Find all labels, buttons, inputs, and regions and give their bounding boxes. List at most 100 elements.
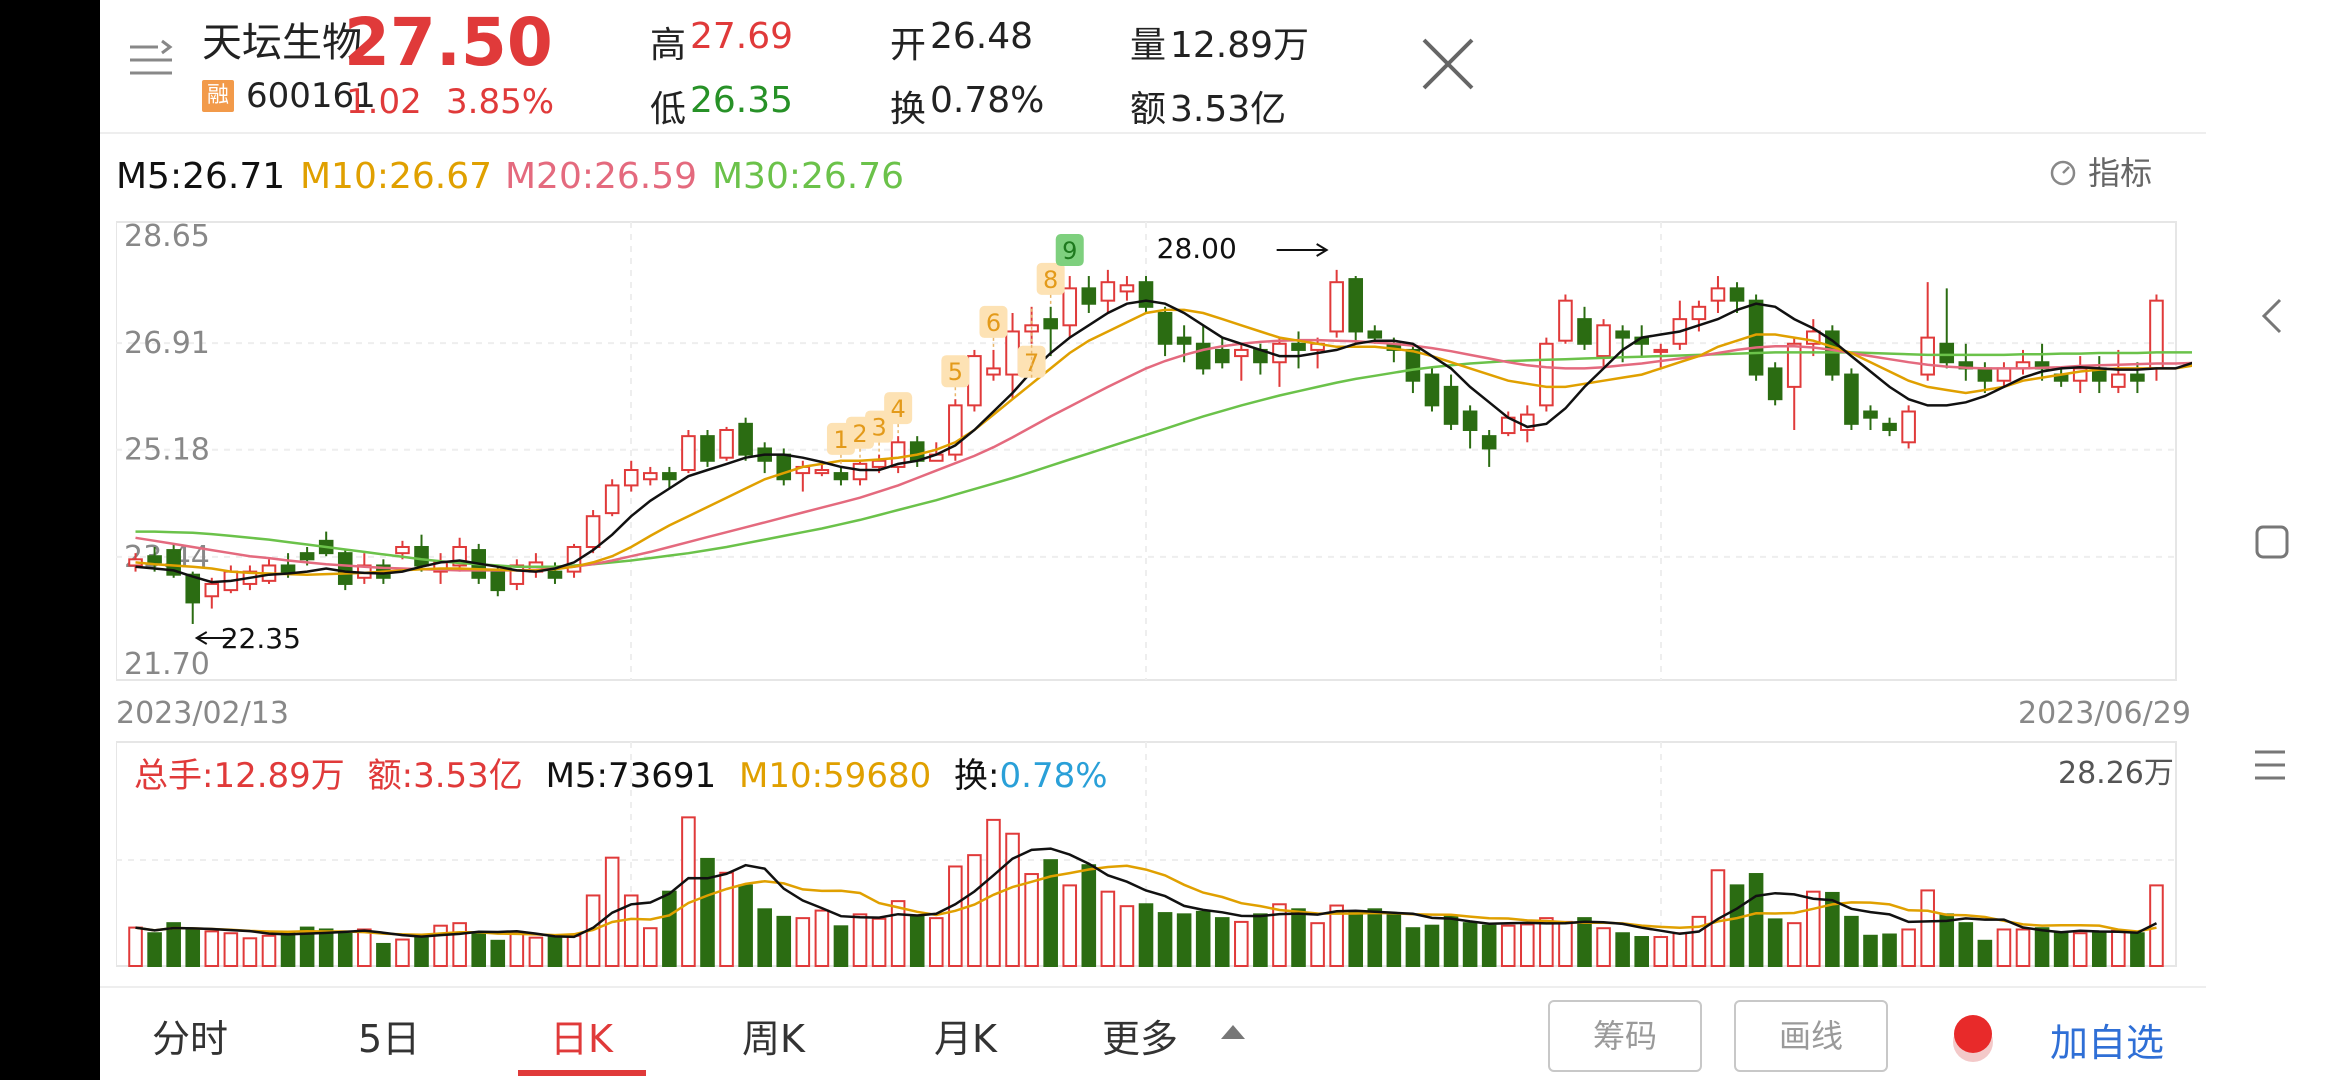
caret-up-icon[interactable] — [1218, 1022, 1248, 1046]
volume-bar-down — [1291, 908, 1306, 967]
candle-up — [1901, 410, 1916, 444]
candle-down — [299, 552, 315, 561]
volume-bar-down — [414, 936, 429, 967]
candle-down — [1424, 373, 1440, 407]
td-marker-bg — [1017, 345, 1046, 378]
volume-bar-up — [948, 865, 963, 967]
td-marker-label: 5 — [948, 358, 963, 386]
volume-bar-down — [1157, 912, 1173, 967]
candle-up — [1234, 348, 1249, 358]
volume-bar-up — [509, 932, 525, 967]
tab-5day[interactable]: 5日 — [358, 1017, 421, 1061]
max-price-label: 28.00 — [1157, 232, 1237, 265]
volume-bar-up — [1901, 928, 1916, 968]
td-marker-bg-final — [1055, 234, 1084, 267]
volume-bar-down — [700, 857, 715, 967]
volume-bar-down — [376, 942, 391, 968]
price-axis-label: 21.70 — [124, 647, 210, 682]
candle-down — [662, 472, 677, 481]
tab-more[interactable]: 更多 — [1102, 1017, 1179, 1061]
candle-down — [1043, 318, 1058, 330]
vol-m5: M5:73691 — [545, 756, 717, 796]
ma5-line — [135, 299, 2192, 584]
turnover-value: 0.78% — [930, 80, 1045, 121]
volume-bar-down — [1367, 908, 1383, 967]
chips-button[interactable]: 筹码 — [1548, 1000, 1702, 1072]
volume-bar-down — [1386, 913, 1402, 968]
candle-up — [871, 459, 887, 468]
volume-bar-down — [1195, 910, 1211, 967]
tab-intraday[interactable]: 分时 — [152, 1017, 229, 1061]
high-value: 27.69 — [690, 16, 794, 57]
candle-up — [2111, 373, 2126, 388]
ma10-legend: M10:26.67 — [300, 156, 493, 197]
add-watchlist-button[interactable]: 加自选 — [2050, 1021, 2165, 1065]
price-change-pct: 3.85% — [446, 82, 555, 122]
candle-up — [2149, 299, 2164, 370]
td-marker-final-label: 9 — [1062, 237, 1077, 265]
volume-bar-up — [566, 934, 582, 967]
low-value: 26.35 — [690, 80, 794, 121]
volume-bar-down — [1443, 914, 1459, 968]
indicator-button[interactable]: 指标 — [2048, 148, 2152, 194]
volume-bar-up — [2072, 932, 2088, 967]
volume-bar-up — [623, 894, 639, 967]
volume-bar-up — [643, 927, 658, 967]
high-label: 高 — [650, 25, 687, 66]
recents-icon[interactable] — [2252, 748, 2288, 786]
volume-bar-up — [357, 928, 372, 968]
vol-turnover-label: 换: — [954, 756, 1000, 796]
candle-up — [509, 564, 525, 585]
volume-bar-down — [1615, 932, 1630, 967]
volume-bar-down — [2053, 932, 2069, 967]
record-dot-icon[interactable] — [1948, 1010, 1998, 1066]
candlestick-chart[interactable]: 28.6526.9125.1823.4421.7012345678928.002… — [116, 210, 2192, 690]
candle-up — [1786, 342, 1802, 388]
active-tab-indicator — [518, 1070, 646, 1076]
volume-bar-up — [261, 934, 277, 967]
volume-bar-down — [2130, 932, 2145, 967]
volume-bar-down — [1138, 903, 1154, 967]
system-nav-bar — [2206, 0, 2340, 1080]
menu-icon[interactable] — [128, 38, 174, 84]
tab-daily-k[interactable]: 日K — [550, 1017, 613, 1061]
volume-value: 12.89万 — [1170, 25, 1310, 66]
volume-bar-down — [1424, 924, 1440, 967]
candle-down — [1939, 342, 1955, 364]
volume-bar-down — [662, 890, 677, 968]
volume-legend: 总手:12.89万 额:3.53亿 M5:73691 M10:59680 换:0… — [134, 748, 1108, 797]
volume-bar-down — [299, 926, 315, 967]
volume-bar-down — [2034, 927, 2050, 967]
td-marker-label: 6 — [986, 309, 1001, 337]
home-icon[interactable] — [2254, 524, 2290, 564]
volume-bar-up — [1539, 917, 1554, 967]
tab-monthly-k[interactable]: 月K — [934, 1017, 997, 1061]
candle-up — [1691, 305, 1707, 321]
candle-up — [1119, 284, 1135, 293]
volume-bar-up — [1805, 890, 1821, 968]
volume-bar-up — [452, 922, 467, 967]
draw-line-button[interactable]: 画线 — [1734, 1000, 1888, 1072]
candle-down — [1977, 367, 1993, 382]
volume-chart[interactable] — [116, 738, 2192, 968]
open-label: 开 — [890, 25, 927, 66]
candle-down — [1195, 342, 1211, 370]
volume-bar-down — [280, 932, 296, 967]
candle-down — [490, 570, 506, 592]
td-marker-label: 1 — [833, 426, 848, 454]
back-icon[interactable] — [2256, 296, 2286, 340]
volume-bar-down — [776, 915, 792, 967]
volume-bar-down — [1729, 884, 1745, 967]
max-price-arrow-head — [1316, 243, 1329, 257]
candle-down — [414, 545, 429, 567]
close-icon[interactable] — [1420, 36, 1476, 92]
volume-bar-up — [1672, 932, 1688, 967]
volume-bar-down — [1176, 913, 1192, 968]
volume-bar-up — [204, 930, 220, 967]
candle-down — [1767, 367, 1783, 401]
tab-weekly-k[interactable]: 周K — [742, 1017, 805, 1061]
candle-up — [719, 428, 734, 459]
volume-bar-up — [1272, 903, 1287, 967]
volume-bar-up — [1005, 832, 1020, 967]
volume-bar-up — [928, 917, 944, 967]
